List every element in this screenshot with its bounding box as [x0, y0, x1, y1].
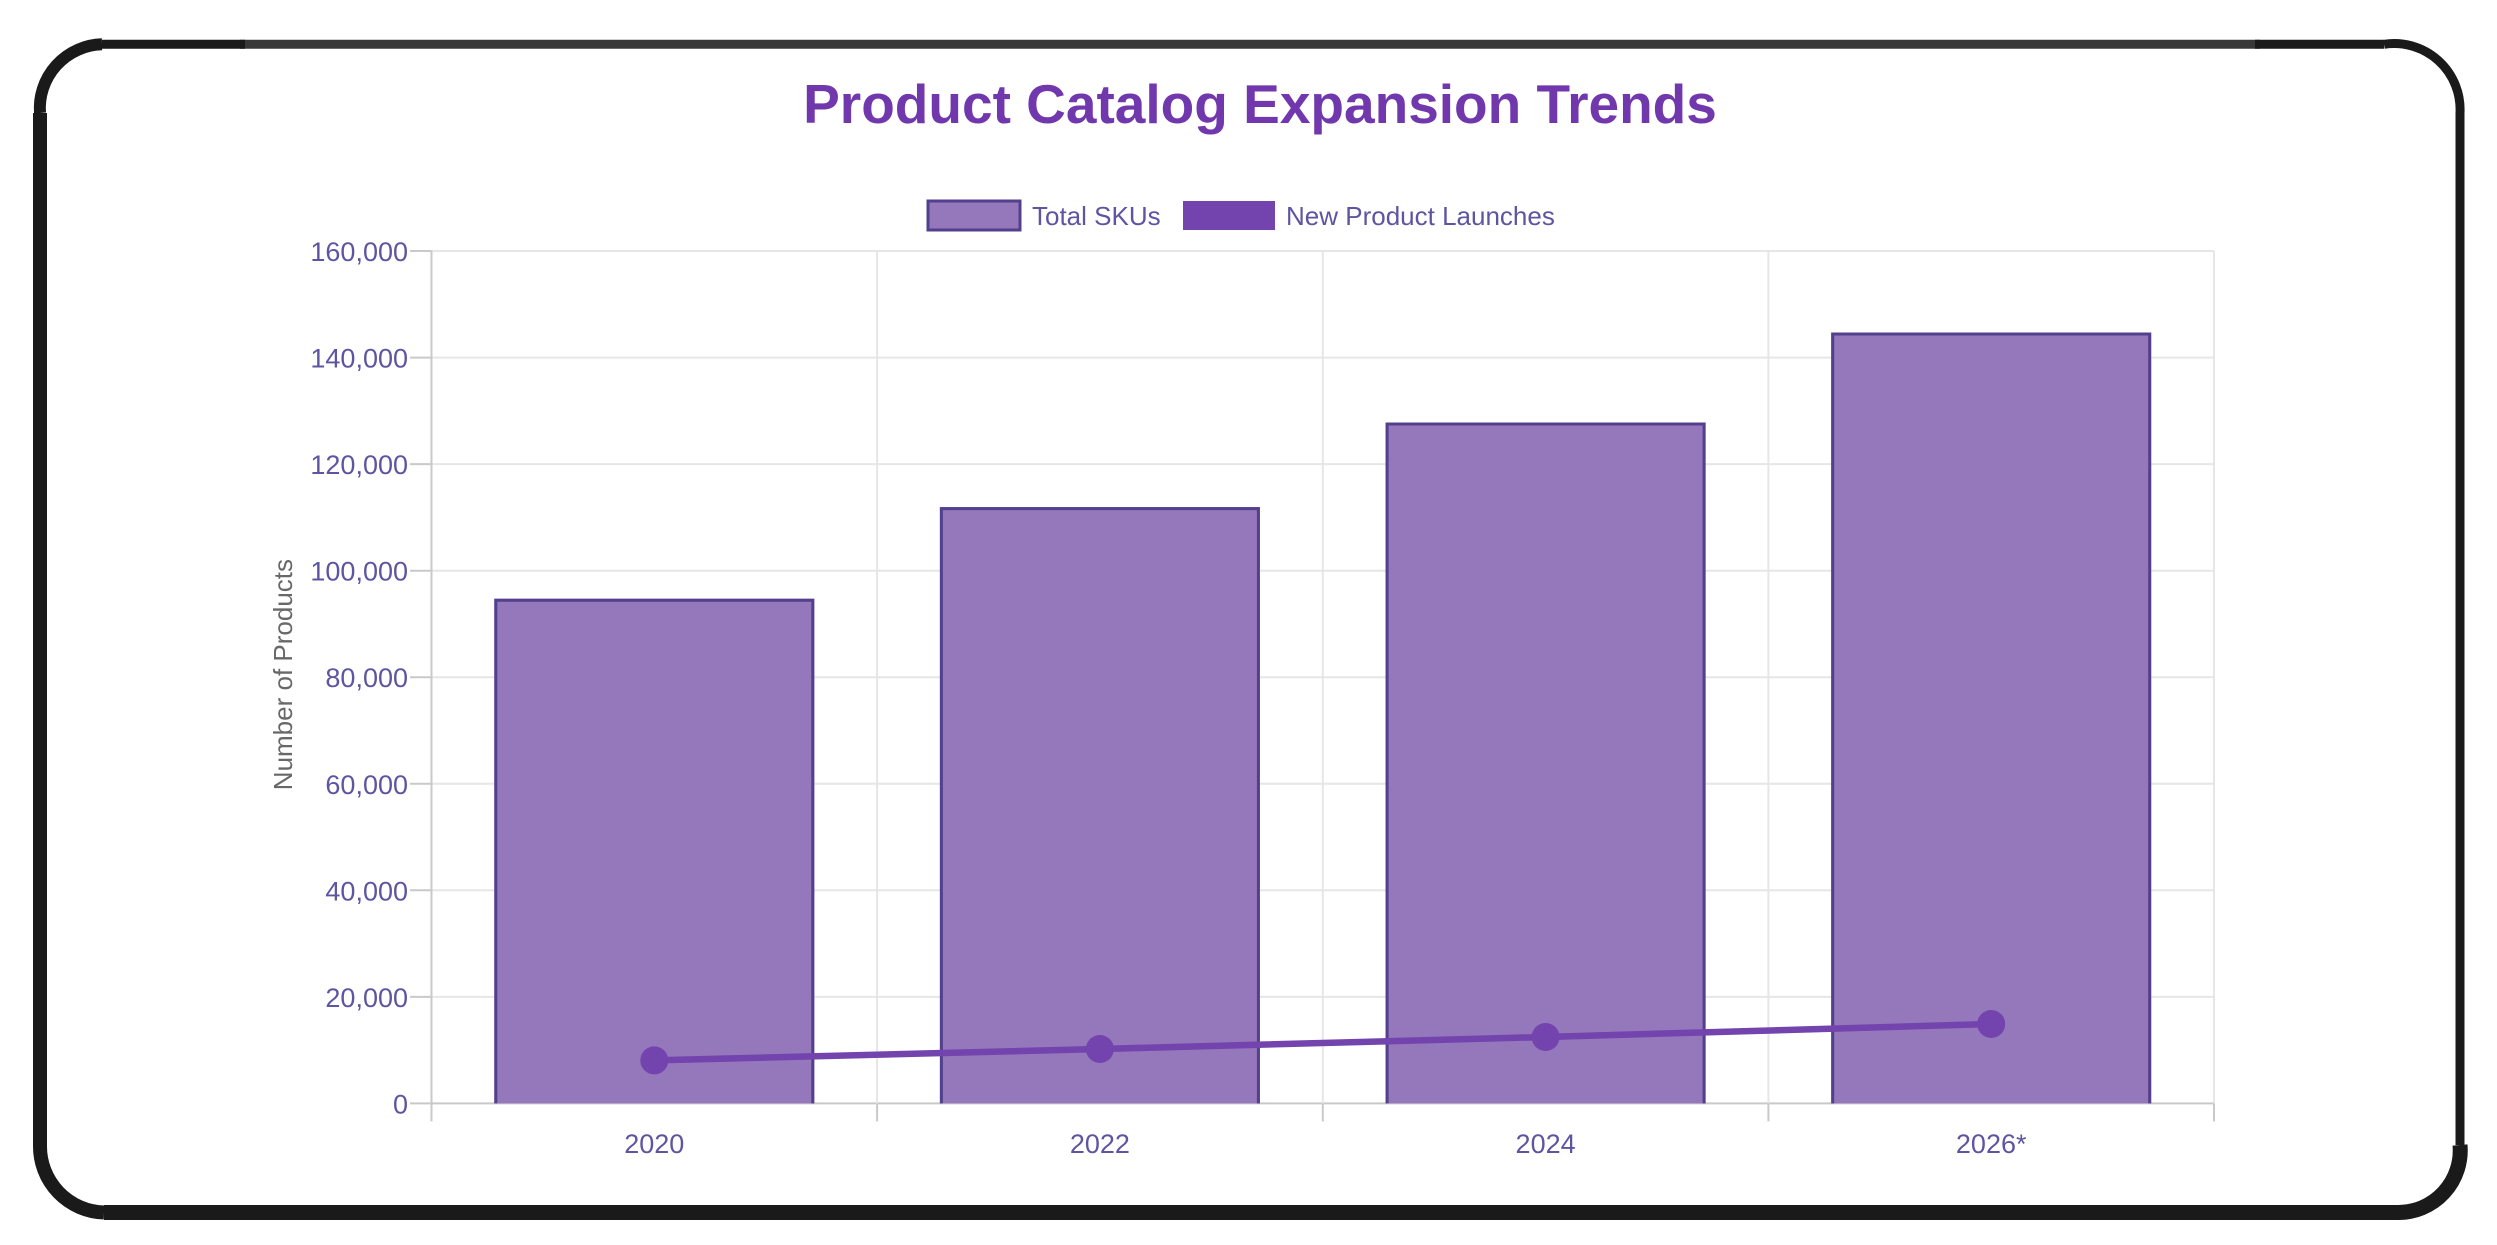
svg-text:160,000: 160,000: [310, 237, 408, 267]
svg-text:40,000: 40,000: [325, 876, 408, 906]
svg-text:2022: 2022: [1070, 1129, 1130, 1159]
svg-text:2020: 2020: [624, 1129, 684, 1159]
svg-text:Total SKUs: Total SKUs: [1032, 201, 1161, 231]
svg-text:60,000: 60,000: [325, 770, 408, 800]
svg-text:New Product Launches: New Product Launches: [1286, 201, 1555, 231]
svg-text:2024: 2024: [1516, 1129, 1576, 1159]
svg-text:Number of Products: Number of Products: [268, 559, 298, 790]
svg-text:80,000: 80,000: [325, 663, 408, 693]
svg-text:20,000: 20,000: [325, 983, 408, 1013]
svg-text:120,000: 120,000: [310, 450, 408, 480]
svg-text:140,000: 140,000: [310, 344, 408, 374]
svg-text:Product Catalog Expansion Tren: Product Catalog Expansion Trends: [803, 73, 1717, 135]
svg-text:2026*: 2026*: [1956, 1129, 2027, 1159]
svg-text:0: 0: [393, 1089, 408, 1119]
svg-text:100,000: 100,000: [310, 557, 408, 587]
